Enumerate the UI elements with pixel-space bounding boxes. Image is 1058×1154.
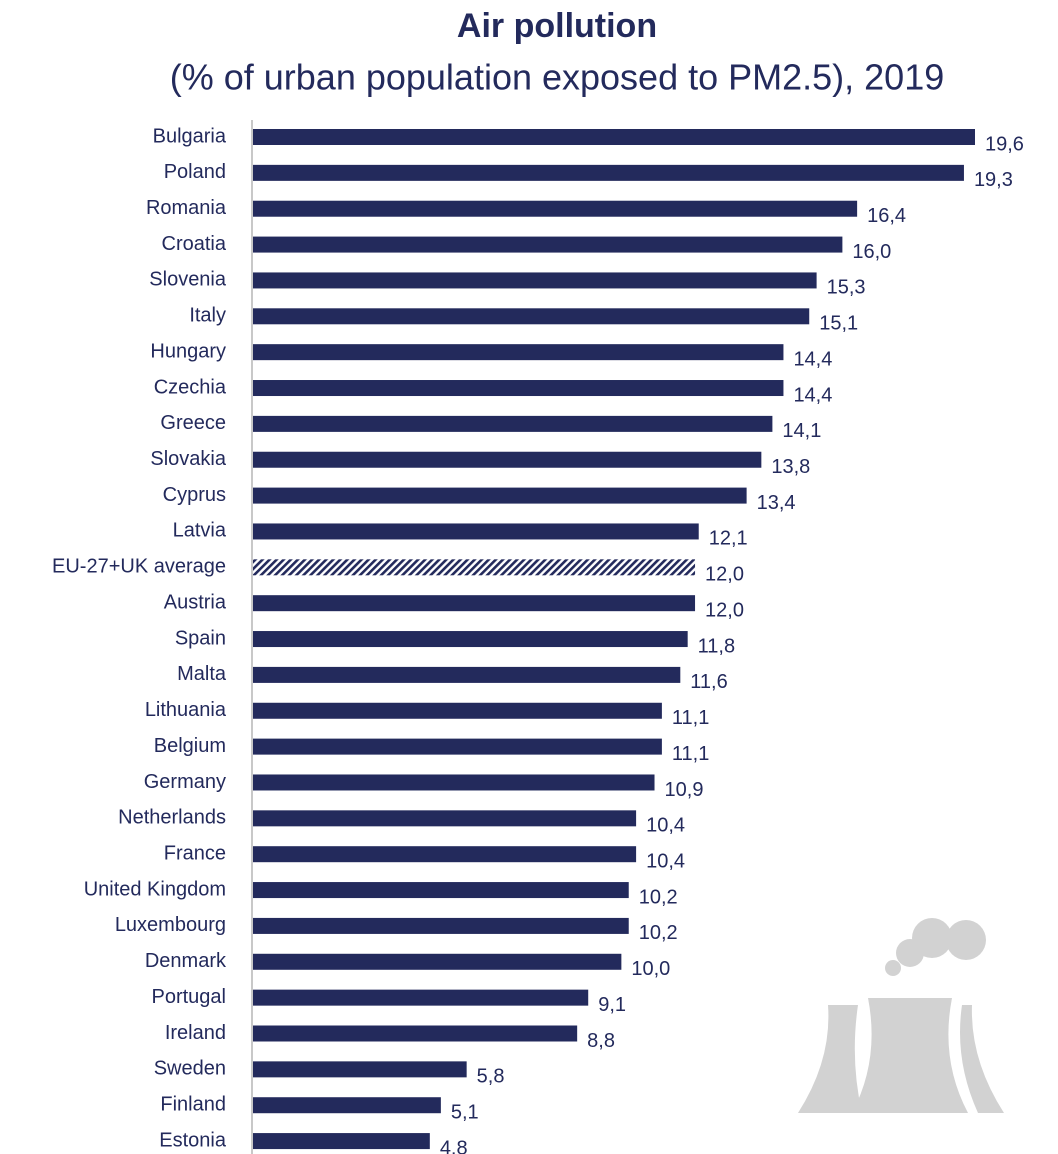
bar bbox=[253, 1133, 430, 1150]
category-label: Luxembourg bbox=[115, 914, 226, 936]
value-label: 10,2 bbox=[639, 886, 678, 908]
category-label: France bbox=[164, 842, 226, 864]
value-label: 15,1 bbox=[819, 313, 858, 335]
bar bbox=[253, 702, 662, 719]
category-label: Netherlands bbox=[118, 807, 226, 829]
category-label: Sweden bbox=[154, 1058, 226, 1080]
value-label: 4,8 bbox=[440, 1137, 468, 1154]
chart-title: Air pollution bbox=[457, 7, 657, 45]
bar bbox=[253, 1061, 467, 1078]
bar bbox=[253, 451, 762, 468]
bar bbox=[253, 917, 629, 934]
value-label: 14,4 bbox=[793, 348, 832, 370]
category-label: Spain bbox=[175, 627, 226, 649]
value-label: 13,8 bbox=[771, 456, 810, 478]
category-label: Lithuania bbox=[145, 699, 227, 721]
value-label: 16,4 bbox=[867, 205, 906, 227]
value-label: 13,4 bbox=[757, 492, 796, 514]
bar bbox=[253, 344, 784, 361]
bar bbox=[253, 236, 843, 253]
value-label: 14,4 bbox=[793, 384, 832, 406]
value-label: 10,9 bbox=[665, 779, 704, 801]
category-label: Latvia bbox=[173, 520, 227, 542]
bar bbox=[253, 415, 773, 432]
bar bbox=[253, 989, 589, 1006]
bar bbox=[253, 810, 637, 827]
bar bbox=[253, 1025, 578, 1042]
category-label: Malta bbox=[177, 663, 227, 685]
value-label: 5,1 bbox=[451, 1102, 479, 1124]
value-label: 11,1 bbox=[672, 743, 709, 765]
category-label: Ireland bbox=[165, 1022, 226, 1044]
factory-icon bbox=[798, 918, 1004, 1113]
bar bbox=[253, 129, 975, 145]
category-label: Finland bbox=[160, 1094, 226, 1116]
value-label: 11,8 bbox=[698, 635, 735, 657]
bar bbox=[253, 272, 817, 289]
chart-subtitle: (% of urban population exposed to PM2.5)… bbox=[170, 57, 945, 98]
value-label: 9,1 bbox=[598, 994, 626, 1016]
value-label: 11,1 bbox=[672, 707, 709, 729]
value-label: 10,4 bbox=[646, 850, 685, 872]
category-label: Croatia bbox=[162, 233, 227, 255]
bar bbox=[253, 738, 662, 755]
category-label: Belgium bbox=[154, 735, 226, 757]
category-label: Slovenia bbox=[149, 269, 227, 291]
value-label: 19,3 bbox=[974, 169, 1013, 191]
bar bbox=[253, 846, 637, 863]
bar bbox=[253, 164, 964, 181]
category-label: Portugal bbox=[152, 986, 227, 1008]
value-label: 8,8 bbox=[587, 1030, 615, 1052]
bar bbox=[253, 380, 784, 397]
bar bbox=[253, 666, 681, 683]
value-label: 14,1 bbox=[782, 420, 821, 442]
bar bbox=[253, 559, 696, 576]
value-label: 10,2 bbox=[639, 922, 678, 944]
category-label: Italy bbox=[189, 305, 226, 327]
bar bbox=[253, 1097, 441, 1114]
value-label: 12,0 bbox=[705, 599, 744, 621]
bar bbox=[253, 308, 810, 325]
bar bbox=[253, 631, 688, 648]
bar bbox=[253, 523, 699, 540]
category-label: Austria bbox=[164, 591, 227, 613]
category-label: Greece bbox=[160, 412, 226, 434]
bar bbox=[253, 487, 747, 504]
bar bbox=[253, 774, 655, 791]
category-label: Romania bbox=[146, 197, 227, 219]
value-label: 16,0 bbox=[852, 241, 891, 263]
value-label: 15,3 bbox=[827, 277, 866, 299]
category-label: Denmark bbox=[145, 950, 227, 972]
category-label: United Kingdom bbox=[84, 878, 226, 900]
category-label: Bulgaria bbox=[153, 125, 227, 147]
bar bbox=[253, 200, 858, 217]
value-label: 10,4 bbox=[646, 815, 685, 837]
value-label: 11,6 bbox=[690, 671, 727, 693]
category-label: Germany bbox=[144, 771, 226, 793]
value-label: 12,0 bbox=[705, 564, 744, 586]
bar bbox=[253, 882, 629, 899]
category-label: EU-27+UK average bbox=[52, 556, 226, 578]
category-label: Czechia bbox=[154, 376, 227, 398]
value-label: 12,1 bbox=[709, 528, 748, 550]
category-label: Poland bbox=[164, 161, 226, 183]
category-label: Cyprus bbox=[163, 484, 226, 506]
value-label: 10,0 bbox=[631, 958, 670, 980]
category-label: Slovakia bbox=[150, 448, 226, 470]
category-label: Estonia bbox=[159, 1129, 227, 1151]
value-label: 19,6 bbox=[985, 133, 1024, 155]
bar bbox=[253, 595, 696, 612]
category-label: Hungary bbox=[150, 340, 226, 362]
bar bbox=[253, 953, 622, 970]
value-label: 5,8 bbox=[477, 1066, 505, 1088]
